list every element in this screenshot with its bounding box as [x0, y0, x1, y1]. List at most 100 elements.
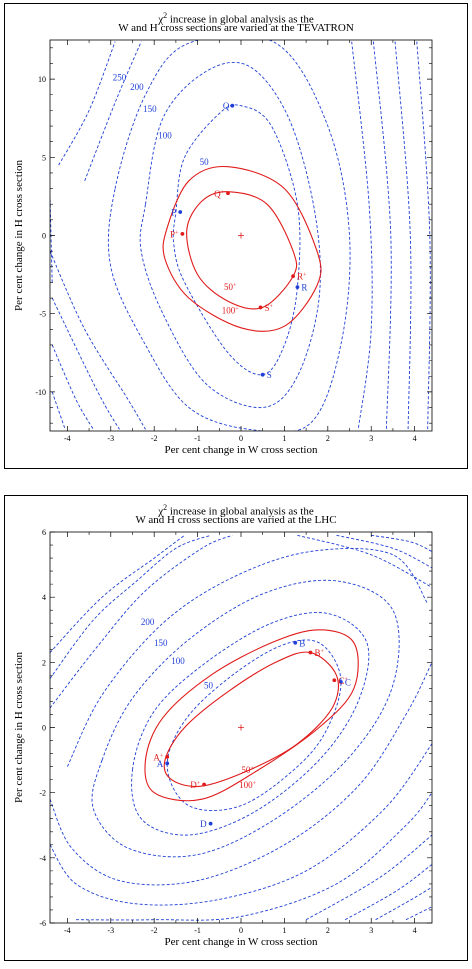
chart0-xtick-label: 4 [413, 434, 417, 443]
chart1-blue-contour-0 [166, 639, 342, 812]
chart1-ytick-label: -6 [39, 919, 46, 928]
chart1-point-C-plus [332, 678, 337, 683]
chart1-red-contour-label-1: 100+ [239, 780, 256, 790]
chart1-blue-contour-5 [50, 534, 211, 679]
chart0-blue-contour-7 [51, 344, 94, 430]
chart1-blue-contour-7 [50, 662, 432, 886]
chart1-point-C [338, 679, 343, 684]
chart0-ytick-label: 5 [42, 153, 46, 162]
chart1-ytick-label: -4 [39, 854, 46, 863]
chart1-blue-contour-3 [66, 548, 429, 767]
chart1-point-D [208, 821, 213, 826]
chart0-ytick-label: 0 [42, 232, 46, 241]
chart0-point-label-P-plus: P+ [170, 229, 179, 239]
chart1-ytick-label: 2 [42, 658, 46, 667]
chart-title-line2: W and H cross sections are varied at the… [118, 22, 354, 34]
chart0-blue-contour-11 [372, 41, 392, 430]
chart1-blue-contour-8 [50, 743, 432, 906]
chart0-blue-contour-8 [51, 391, 66, 430]
chart1-xtick-label: -1 [194, 926, 201, 935]
chart0-point-R-plus [291, 274, 295, 279]
chart1-point-B-plus [308, 650, 313, 655]
chart1-xtick-label: -4 [64, 926, 71, 935]
chart0-point-S [260, 372, 265, 377]
lhc-chart-panel: χ2 increase in global analysis as the W … [4, 495, 468, 961]
chart1-blue-contour-14 [297, 534, 432, 588]
chart0-point-label-S: S [267, 370, 272, 380]
chart0-point-label-R-plus: R+ [297, 272, 307, 282]
chart1-xtick-label: 0 [239, 926, 243, 935]
chart0-xtick-label: -1 [194, 434, 201, 443]
chart-title-line1: χ2 increase in global analysis as the [158, 11, 314, 26]
chart0-ytick-label: -5 [39, 310, 46, 319]
chart0-point-label-R: R [301, 283, 307, 293]
chart1-blue-contour-6 [50, 534, 233, 709]
chart0-blue-contour-label-3: 200 [130, 82, 144, 92]
chart1-point-D-plus [202, 782, 207, 787]
chart0-best-fit-center [238, 232, 244, 239]
chart1-point-label-B-plus: B+ [314, 648, 324, 658]
chart0-blue-contour-13 [416, 41, 431, 430]
tevatron-chart-panel: χ2 increase in global analysis as the W … [4, 3, 468, 469]
chart1-point-label-D-plus: D+ [190, 780, 201, 790]
chart0-point-label-P: P [171, 208, 176, 218]
chart1-point-label-A: A [157, 759, 164, 769]
chart0-red-contour-label-1: 100+ [222, 306, 240, 316]
chart0-blue-contour-2 [107, 40, 351, 431]
chart1-blue-contour-4 [50, 534, 185, 653]
chart1-blue-contour-label-1: 100 [171, 656, 185, 666]
chart1-red-contour-1 [144, 629, 359, 802]
chart0-point-label-S-plus: S+ [265, 303, 274, 313]
chart1-blue-contour-label-0: 50 [204, 680, 214, 690]
chart-title-line2: W and H cross sections are varied at the… [135, 514, 337, 526]
chart0-ytick-label: -10 [35, 388, 46, 397]
chart1-xtick-label: -2 [151, 926, 158, 935]
chart1-point-A-plus [165, 754, 170, 759]
chart0-blue-contour-0 [172, 104, 301, 376]
chart0-ytick-label: 10 [38, 75, 46, 84]
chart1-point-B [293, 640, 298, 645]
chart0-blue-contour-label-1: 100 [158, 131, 172, 141]
chart1-ytick-label: -2 [39, 789, 46, 798]
chart0-blue-contour-6 [51, 297, 120, 430]
chart1-point-label-D: D [200, 819, 207, 829]
chart0-point-Q-plus [226, 191, 230, 196]
chart1-best-fit-center [238, 724, 244, 731]
chart1-ytick-label: 4 [42, 593, 46, 602]
chart0-red-contour-1 [162, 165, 322, 332]
chart0-blue-contour-1 [139, 61, 321, 409]
chart0-blue-contour-4 [58, 41, 116, 166]
chart0-blue-contour-label-0: 50 [200, 157, 210, 167]
chart0-point-P [178, 210, 183, 214]
chart0-xaxis-label: Per cent change in W cross section [165, 444, 318, 456]
chart1-blue-contour-label-2: 150 [154, 638, 168, 648]
chart0-red-contour-label-0: 50+ [224, 282, 237, 292]
chart-title-line1: χ2 increase in global analysis as the [158, 503, 314, 518]
chart1-point-A [165, 761, 170, 766]
chart0-blue-contour-9 [50, 250, 146, 430]
chart1-blue-contour-16 [371, 534, 432, 552]
chart1-xtick-label: 4 [413, 926, 417, 935]
chart1-red-contour-label-0: 50+ [241, 765, 254, 775]
chart0-point-Q [230, 103, 235, 108]
chart0-xtick-label: 3 [369, 434, 373, 443]
chart0-blue-contour-12 [394, 41, 412, 430]
chart1-yaxis-label: Per cent change in H cross section [13, 652, 25, 803]
chart0-xtick-label: -2 [151, 434, 158, 443]
chart1-xtick-label: -3 [107, 926, 114, 935]
chart0-point-P-plus [180, 232, 185, 236]
chart0-yaxis-label: Per cent change in H cross section [13, 160, 25, 311]
chart1-blue-contour-11 [344, 864, 432, 921]
chart1-point-label-A-plus: A+ [153, 752, 164, 762]
chart1-blue-contour-9 [75, 792, 432, 921]
chart1-blue-contour-12 [375, 886, 432, 921]
chart1-ytick-label: 0 [42, 724, 46, 733]
chart0-point-R [295, 285, 300, 290]
chart1-point-label-C-plus: C+ [338, 676, 348, 686]
chart0-point-S-plus [258, 305, 263, 310]
chart1-blue-contour-2 [91, 579, 400, 858]
chart1-point-label-B: B [299, 638, 305, 648]
chart1-xtick-label: 1 [282, 926, 286, 935]
